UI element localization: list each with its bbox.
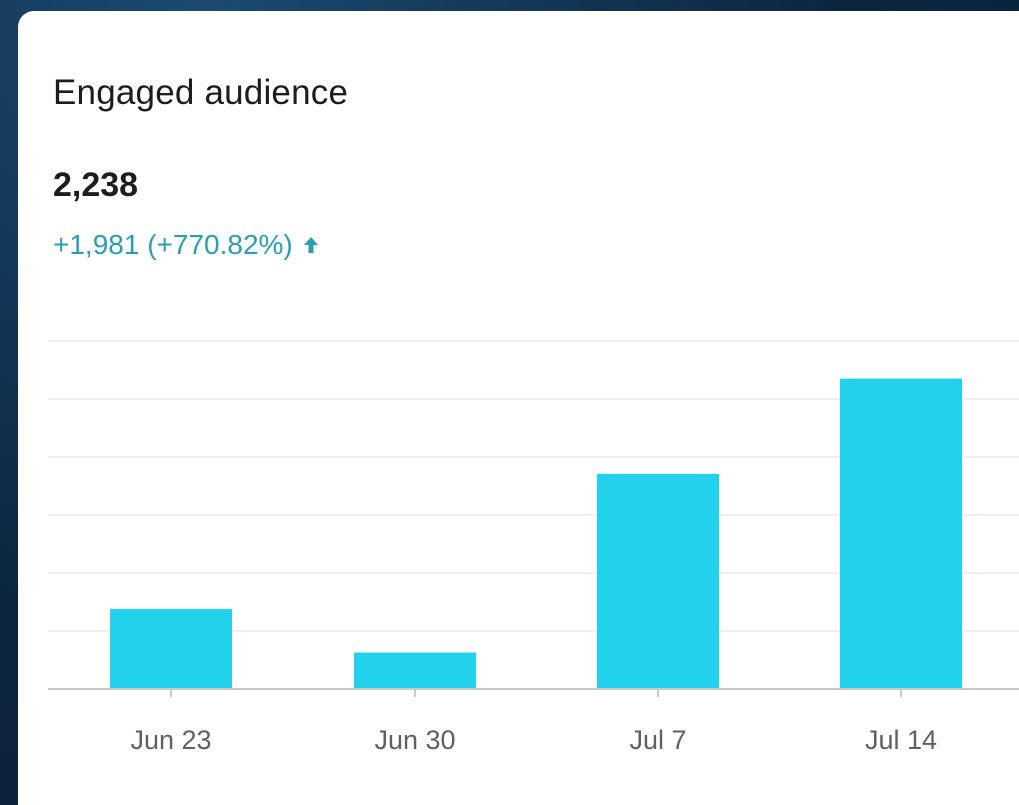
arrow-up-icon	[303, 237, 318, 253]
x-tick-label: Jul 14	[865, 725, 937, 755]
bar	[110, 609, 232, 689]
change-indicator: +1,981 (+770.82%)	[53, 229, 319, 261]
x-tick-label: Jul 7	[629, 725, 686, 755]
bar	[354, 652, 476, 689]
x-tick-label: Jun 23	[130, 725, 211, 755]
engaged-audience-card: Engaged audience 2,238 +1,981 (+770.82%)…	[18, 11, 1019, 805]
bar	[840, 378, 962, 689]
bar	[597, 473, 719, 689]
bar-chart: Jun 23 Jun 30 Jul 7 Jul 14	[48, 340, 1019, 755]
x-tick-label: Jun 30	[374, 725, 455, 755]
engaged-audience-total: 2,238	[53, 166, 139, 204]
change-text: +1,981 (+770.82%)	[53, 229, 293, 260]
card-title: Engaged audience	[53, 73, 349, 112]
